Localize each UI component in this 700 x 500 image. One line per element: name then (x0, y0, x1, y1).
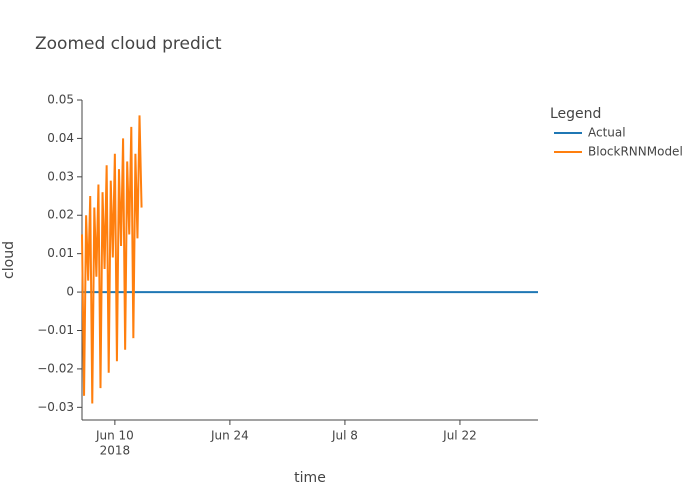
x-tick-label: Jun 24 (210, 429, 249, 443)
x-tick-label: Jun 10 (95, 429, 134, 443)
y-tick-label: 0.03 (47, 169, 74, 183)
series-line (81, 115, 143, 404)
y-tick-label: −0.03 (37, 400, 74, 414)
x-tick-label: Jul 22 (442, 429, 477, 443)
x-tick-label: Jul 8 (331, 429, 358, 443)
legend-label: Actual (588, 126, 626, 140)
y-tick-label: 0.01 (47, 246, 74, 260)
y-tick-label: 0.05 (47, 93, 74, 107)
chart-title: Zoomed cloud predict (35, 34, 222, 54)
y-tick-label: 0 (66, 285, 74, 299)
x-axis-label: time (294, 470, 326, 486)
x-tick-label: 2018 (100, 444, 131, 458)
y-axis-label: cloud (1, 241, 17, 279)
y-tick-label: 0.04 (47, 131, 74, 145)
legend-label: BlockRNNModel (588, 145, 683, 159)
legend-title: Legend (550, 106, 601, 122)
y-tick-label: 0.02 (47, 208, 74, 222)
y-tick-label: −0.01 (37, 323, 74, 337)
y-tick-label: −0.02 (37, 361, 74, 375)
